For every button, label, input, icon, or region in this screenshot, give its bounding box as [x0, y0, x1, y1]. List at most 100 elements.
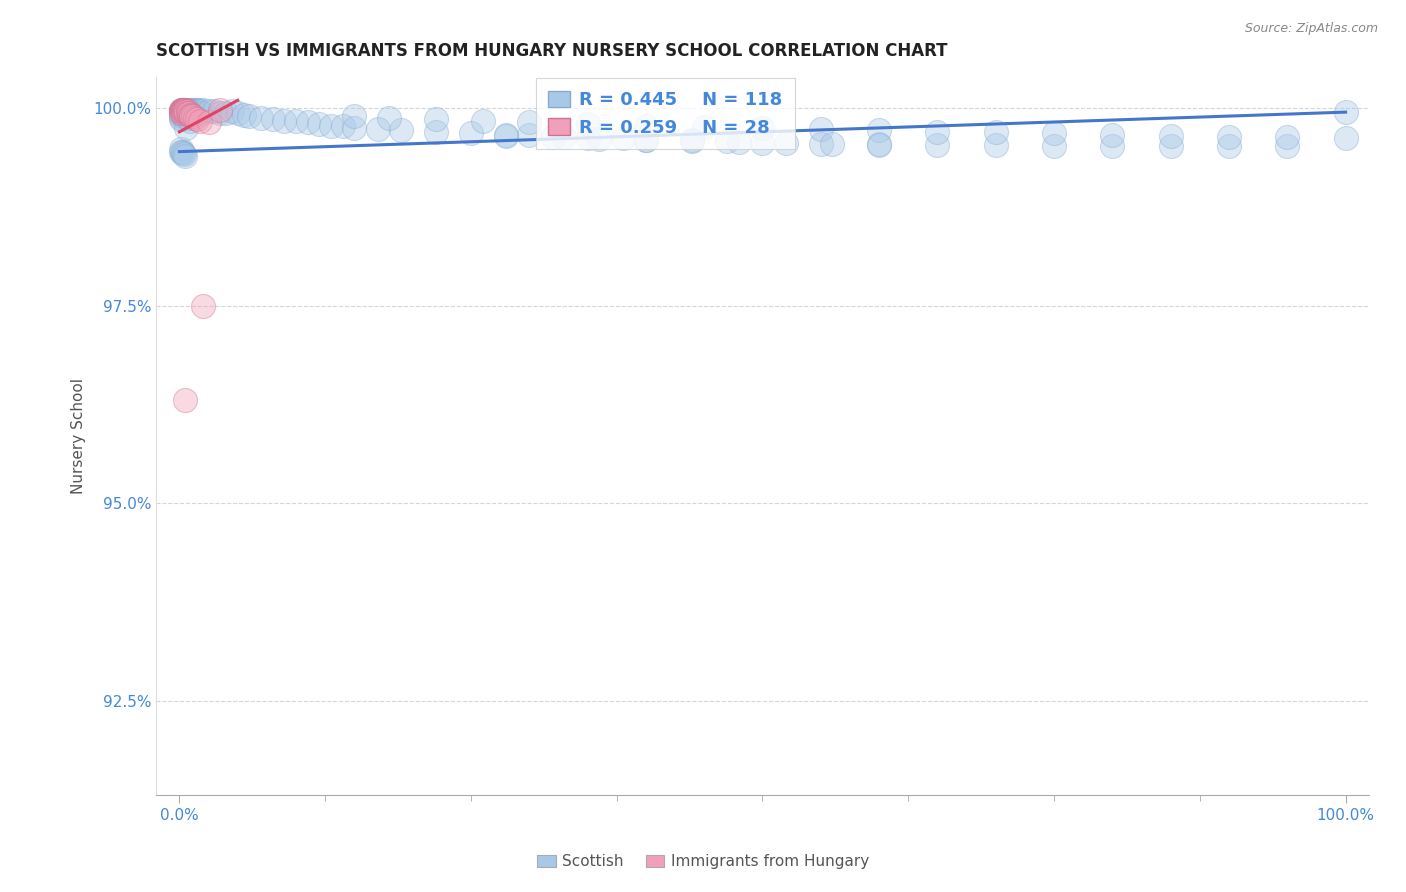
Point [172, 146, 194, 161]
Point [716, 134, 738, 148]
Point [868, 137, 890, 152]
Point [588, 132, 610, 146]
Point [1043, 127, 1066, 141]
Point [176, 104, 198, 119]
Point [176, 120, 198, 135]
Point [1043, 139, 1066, 153]
Point [183, 109, 205, 123]
Point [174, 104, 197, 119]
Point [179, 113, 201, 128]
Point [174, 104, 197, 119]
Point [169, 104, 191, 119]
Point [183, 111, 205, 125]
Point [378, 111, 401, 125]
Point [226, 106, 249, 120]
Point [174, 103, 197, 117]
Point [209, 106, 232, 120]
Point [174, 106, 197, 120]
Point [176, 106, 198, 120]
Point [172, 107, 194, 121]
Point [821, 136, 844, 151]
Point [172, 104, 194, 119]
Point [517, 115, 540, 129]
Point [176, 103, 198, 117]
Point [343, 109, 366, 123]
Point [169, 142, 191, 156]
Text: Source: ZipAtlas.com: Source: ZipAtlas.com [1244, 22, 1378, 36]
Point [169, 106, 191, 120]
Point [176, 104, 198, 119]
Point [927, 125, 949, 139]
Point [173, 104, 195, 119]
Point [1277, 130, 1299, 145]
Point [576, 131, 599, 145]
Point [197, 115, 219, 129]
Point [176, 103, 198, 117]
Point [177, 104, 200, 119]
Point [170, 104, 193, 119]
Point [180, 103, 202, 117]
Point [1101, 128, 1123, 142]
Point [176, 104, 198, 119]
Point [517, 128, 540, 142]
Point [612, 131, 634, 145]
Y-axis label: Nursery School: Nursery School [72, 378, 86, 494]
Point [634, 119, 657, 133]
Point [471, 113, 494, 128]
Point [634, 133, 657, 147]
Point [183, 103, 205, 117]
Point [186, 103, 208, 117]
Point [169, 103, 191, 117]
Point [425, 125, 447, 139]
Point [179, 107, 201, 121]
Point [176, 107, 198, 121]
Point [775, 136, 797, 150]
Point [250, 111, 273, 125]
Point [221, 104, 243, 119]
Text: SCOTTISH VS IMMIGRANTS FROM HUNGARY NURSERY SCHOOL CORRELATION CHART: SCOTTISH VS IMMIGRANTS FROM HUNGARY NURS… [156, 42, 948, 60]
Point [682, 134, 704, 148]
Point [215, 106, 238, 120]
Point [172, 103, 194, 117]
Point [174, 393, 197, 408]
Point [262, 112, 284, 127]
Point [209, 103, 232, 117]
Point [389, 123, 412, 137]
Point [172, 106, 194, 120]
Point [285, 113, 308, 128]
Point [186, 112, 208, 127]
Point [541, 130, 564, 145]
Point [170, 103, 193, 117]
Point [180, 104, 202, 119]
Point [332, 119, 354, 133]
Point [728, 135, 751, 149]
Point [868, 136, 890, 151]
Point [170, 145, 193, 160]
Point [183, 104, 205, 119]
Point [174, 148, 197, 162]
Point [693, 120, 716, 135]
Point [169, 103, 191, 117]
Point [1277, 139, 1299, 153]
Point [170, 106, 193, 120]
Point [232, 107, 254, 121]
Point [190, 104, 212, 119]
Point [180, 107, 202, 121]
Legend: R = 0.445    N = 118, R = 0.259    N = 28: R = 0.445 N = 118, R = 0.259 N = 28 [536, 78, 794, 149]
Point [173, 147, 195, 161]
Point [273, 113, 295, 128]
Point [495, 128, 517, 143]
Point [1101, 139, 1123, 153]
Legend: Scottish, Immigrants from Hungary: Scottish, Immigrants from Hungary [531, 848, 875, 875]
Point [169, 106, 191, 120]
Point [177, 103, 200, 117]
Point [1334, 131, 1357, 145]
Point [238, 109, 260, 123]
Point [180, 109, 202, 123]
Point [169, 145, 191, 159]
Point [751, 136, 773, 150]
Point [170, 103, 193, 117]
Point [190, 106, 212, 120]
Point [682, 133, 704, 147]
Point [460, 127, 482, 141]
